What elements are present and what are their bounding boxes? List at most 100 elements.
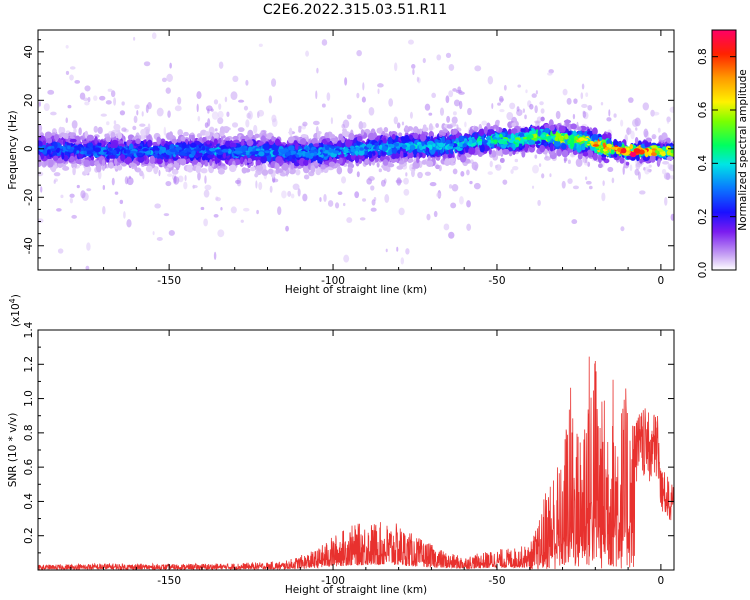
heatmap-cell bbox=[220, 206, 223, 211]
heatmap-cell bbox=[540, 108, 545, 114]
heatmap-cell bbox=[438, 131, 445, 135]
heatmap-cell bbox=[299, 137, 307, 145]
snr-xtick-label: -50 bbox=[488, 575, 505, 587]
heatmap-cell bbox=[57, 162, 64, 168]
heatmap-cell bbox=[626, 155, 633, 160]
heatmap-cell bbox=[648, 164, 652, 168]
heatmap-cell bbox=[54, 141, 58, 149]
heatmap-cell bbox=[311, 137, 318, 145]
heatmap-cell bbox=[203, 189, 210, 198]
heatmap-cell bbox=[464, 121, 467, 128]
heatmap-cell bbox=[406, 150, 414, 159]
heatmap-cell bbox=[436, 54, 442, 61]
heatmap-cell bbox=[102, 184, 106, 190]
heatmap-cell bbox=[383, 126, 389, 133]
heatmap-cell bbox=[483, 126, 488, 135]
heatmap-cell bbox=[341, 137, 345, 144]
heatmap-cell bbox=[142, 148, 149, 152]
heatmap-cell bbox=[625, 161, 630, 166]
heatmap-cell bbox=[71, 214, 77, 219]
heatmap-cell bbox=[665, 172, 671, 181]
heatmap-cell bbox=[287, 136, 295, 144]
heatmap-cell bbox=[110, 142, 118, 150]
heatmap-cell bbox=[407, 157, 414, 163]
heatmap-cell bbox=[139, 170, 144, 177]
heatmap-cell bbox=[658, 135, 663, 142]
heatmap-cell bbox=[211, 111, 219, 120]
heatmap-cell bbox=[287, 190, 292, 197]
heatmap-cell bbox=[204, 184, 212, 191]
heatmap-cell bbox=[328, 161, 336, 167]
heatmap-cell bbox=[403, 177, 409, 185]
heatmap-cell bbox=[213, 213, 219, 218]
heatmap-cell bbox=[460, 171, 465, 177]
heatmap-cell bbox=[247, 110, 253, 120]
heatmap-cell bbox=[558, 125, 566, 133]
heatmap-cell bbox=[620, 148, 627, 154]
heatmap-cell bbox=[620, 119, 624, 127]
heatmap-cell bbox=[428, 112, 433, 116]
heatmap-cell bbox=[577, 126, 582, 132]
heatmap-cell bbox=[258, 43, 263, 47]
heatmap-cell bbox=[145, 128, 150, 136]
heatmap-cell bbox=[101, 159, 106, 166]
heatmap-cell bbox=[544, 127, 550, 134]
heatmap-cell bbox=[83, 159, 91, 167]
heatmap-cell bbox=[139, 20, 144, 24]
heatmap-cell bbox=[105, 100, 112, 105]
heatmap-cell bbox=[649, 154, 656, 163]
heatmap-cell bbox=[639, 190, 646, 195]
heatmap-cell bbox=[102, 205, 106, 215]
snr-line bbox=[38, 356, 674, 570]
heatmap-cell bbox=[537, 129, 542, 137]
heatmap-cell bbox=[567, 140, 572, 144]
heatmap-cell bbox=[80, 190, 86, 199]
heatmap-cell bbox=[72, 167, 76, 176]
heatmap-cell bbox=[368, 107, 375, 116]
heatmap-cell bbox=[84, 85, 91, 92]
heatmap-cell bbox=[136, 152, 144, 157]
heatmap-cell bbox=[631, 118, 639, 128]
heatmap-cell bbox=[74, 79, 81, 84]
heatmap-cell bbox=[610, 149, 615, 155]
heatmap-cell bbox=[394, 62, 398, 72]
heatmap-cell bbox=[376, 127, 383, 134]
heatmap-cell bbox=[206, 140, 211, 145]
heatmap-cell bbox=[313, 151, 318, 156]
heatmap-cell bbox=[200, 206, 205, 211]
heatmap-cell bbox=[666, 117, 670, 125]
heatmap-cell bbox=[411, 168, 415, 178]
colorbar-tick-label: 0.4 bbox=[697, 155, 709, 172]
heatmap-cell bbox=[46, 149, 51, 155]
heatmap-ytick-label: 0 bbox=[23, 145, 35, 152]
heatmap-xtick-label: -50 bbox=[488, 275, 505, 287]
heatmap-cell bbox=[256, 164, 264, 172]
heatmap-cell bbox=[577, 153, 583, 160]
heatmap-cell bbox=[540, 116, 545, 122]
heatmap-cell bbox=[452, 168, 458, 175]
heatmap-cell bbox=[236, 331, 243, 336]
heatmap-cell bbox=[635, 153, 640, 162]
heatmap-cell bbox=[274, 161, 280, 171]
heatmap-panel: -150 -100 -50 0 -40 -20 0 20 40 Height of straig… bbox=[7, 20, 675, 336]
heatmap-cell bbox=[547, 72, 553, 76]
heatmap-cell bbox=[398, 207, 405, 216]
heatmap-cell bbox=[244, 158, 248, 166]
heatmap-cell bbox=[393, 116, 398, 125]
heatmap-cell bbox=[285, 151, 291, 156]
heatmap-cell bbox=[628, 97, 634, 103]
heatmap-cell bbox=[613, 153, 618, 158]
heatmap-cell bbox=[224, 96, 228, 103]
heatmap-cell bbox=[543, 142, 548, 147]
heatmap-cell bbox=[597, 163, 603, 169]
colorbar-frame bbox=[711, 29, 737, 271]
heatmap-cell bbox=[310, 152, 315, 156]
heatmap-cell bbox=[107, 88, 113, 92]
heatmap-cell bbox=[173, 175, 177, 184]
heatmap-cell bbox=[292, 183, 300, 191]
heatmap-cell bbox=[124, 156, 132, 165]
heatmap-cell bbox=[388, 98, 394, 107]
heatmap-cell bbox=[446, 124, 453, 129]
heatmap-cell bbox=[448, 231, 455, 239]
heatmap-cell bbox=[588, 185, 593, 190]
